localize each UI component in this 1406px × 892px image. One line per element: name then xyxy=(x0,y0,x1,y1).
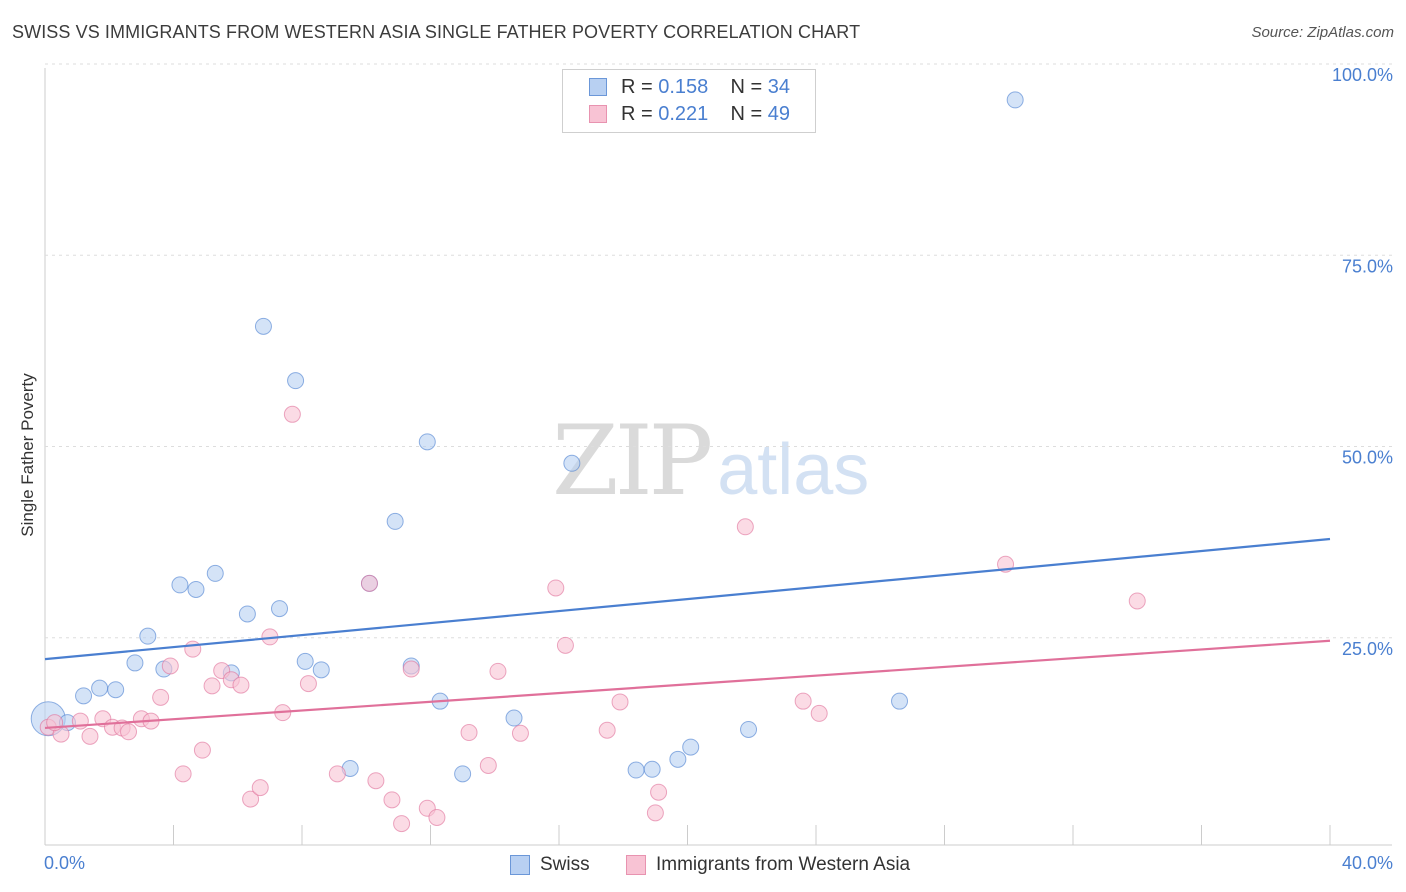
swiss-point xyxy=(238,605,256,623)
x-tick-label: 40.0% xyxy=(1342,853,1393,873)
legend-r-label: R = xyxy=(621,102,659,125)
legend-bottom-swatch-swiss xyxy=(510,855,530,875)
immigrants-point xyxy=(598,721,616,739)
immigrants-point xyxy=(736,518,754,536)
legend-n-value-immigrants: 49 xyxy=(767,102,791,125)
immigrants-point xyxy=(794,692,812,710)
immigrants-point xyxy=(489,662,507,680)
swiss-point xyxy=(312,661,330,679)
immigrants-point xyxy=(251,779,269,797)
swiss-point xyxy=(139,627,157,645)
immigrants-point xyxy=(556,636,574,654)
immigrants-point xyxy=(81,727,99,745)
immigrants-point xyxy=(383,791,401,809)
y-tick-label: 25.0% xyxy=(1342,639,1393,659)
swiss-point xyxy=(454,765,472,783)
immigrants-point xyxy=(402,660,420,678)
x-tick-label: 0.0% xyxy=(44,853,85,873)
swiss-point xyxy=(126,654,144,672)
swiss-point xyxy=(418,433,436,451)
legend-r-value-swiss: 0.158 xyxy=(658,75,709,98)
legend-item-swiss: Swiss xyxy=(510,853,590,877)
immigrants-point xyxy=(479,756,497,774)
immigrants-point xyxy=(152,688,170,706)
swiss-point xyxy=(187,580,205,598)
immigrants-point xyxy=(547,579,565,597)
legend-n-label: N = xyxy=(730,75,768,98)
legend-bottom-swatch-immigrants xyxy=(626,855,646,875)
y-tick-label: 50.0% xyxy=(1342,448,1393,468)
legend-n-value-swiss: 34 xyxy=(767,75,791,98)
legend-r-value-immigrants: 0.221 xyxy=(658,102,709,125)
immigrants-point xyxy=(161,657,179,675)
immigrants-point xyxy=(193,741,211,759)
y-tick-label: 100.0% xyxy=(1332,65,1393,85)
immigrants-point xyxy=(232,676,250,694)
immigrants-point xyxy=(299,675,317,693)
swiss-point xyxy=(669,750,687,768)
swiss-trend-line xyxy=(44,537,1331,661)
legend-swatch-immigrants xyxy=(589,105,607,123)
immigrants-point xyxy=(611,693,629,711)
swiss-point xyxy=(740,720,758,738)
immigrants-point xyxy=(283,405,301,423)
swiss-point xyxy=(627,761,645,779)
watermark-atlas: atlas xyxy=(717,430,870,510)
legend-bottom-label-swiss: Swiss xyxy=(540,854,590,875)
swiss-point xyxy=(386,512,404,530)
swiss-point xyxy=(271,600,289,618)
immigrants-point xyxy=(646,804,664,822)
swiss-point xyxy=(1006,91,1024,109)
source-label: Source: ZipAtlas.com xyxy=(1251,24,1394,41)
immigrants-point xyxy=(650,783,668,801)
swiss-point xyxy=(91,679,109,697)
swiss-point xyxy=(505,709,523,727)
legend-stats: R = 0.158 N = 34 R = 0.221 N = 49 xyxy=(562,69,816,133)
immigrants-point xyxy=(242,790,260,808)
swiss-point xyxy=(206,564,224,582)
legend-bottom-label-immigrants: Immigrants from Western Asia xyxy=(656,854,911,875)
immigrants-point xyxy=(184,640,202,658)
swiss-point xyxy=(171,576,189,594)
immigrants-point xyxy=(360,574,378,592)
immigrants-point xyxy=(328,765,346,783)
swiss-point xyxy=(296,652,314,670)
swiss-point xyxy=(254,317,272,335)
immigrants-point xyxy=(174,765,192,783)
immigrants-point xyxy=(810,704,828,722)
legend-n-label: N = xyxy=(730,102,768,125)
legend-swatch-swiss xyxy=(589,78,607,96)
swiss-point xyxy=(682,738,700,756)
immigrants-point xyxy=(428,808,446,826)
chart-title: SWISS VS IMMIGRANTS FROM WESTERN ASIA SI… xyxy=(12,22,861,42)
swiss-point xyxy=(75,687,93,705)
swiss-point xyxy=(107,681,125,699)
legend-r-label: R = xyxy=(621,75,659,98)
immigrants-point xyxy=(203,677,221,695)
swiss-point xyxy=(891,692,909,710)
immigrants-point xyxy=(367,772,385,790)
legend-item-immigrants: Immigrants from Western Asia xyxy=(626,853,910,877)
immigrants-point xyxy=(1128,592,1146,610)
immigrants-point xyxy=(120,723,138,741)
immigrants-trend-line xyxy=(44,639,1331,730)
immigrants-point xyxy=(393,815,411,833)
swiss-point xyxy=(643,760,661,778)
swiss-point xyxy=(563,454,581,472)
immigrants-point xyxy=(460,724,478,742)
immigrants-point xyxy=(511,724,529,742)
y-tick-label: 75.0% xyxy=(1342,256,1393,276)
swiss-point xyxy=(287,372,305,390)
